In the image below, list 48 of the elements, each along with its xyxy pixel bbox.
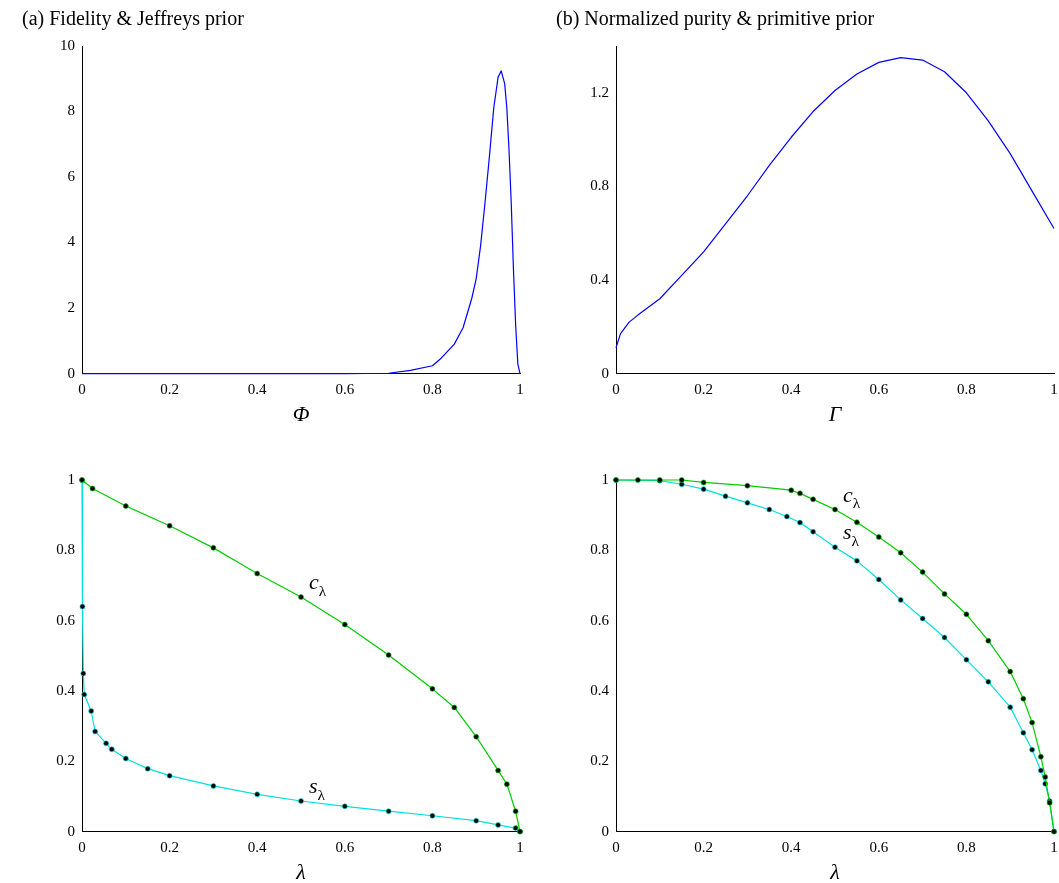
chart-title: (b) Normalized purity & primitive prior <box>556 7 875 31</box>
y-tick-label: 10 <box>60 36 75 53</box>
y-tick-label: 0.2 <box>590 752 609 769</box>
y-tick-label: 0.6 <box>56 611 76 628</box>
x-tick-label: 0.2 <box>160 380 179 397</box>
x-tick-label: 1 <box>516 838 524 855</box>
x-tick-label: 0.2 <box>694 380 713 397</box>
y-tick-label: 0 <box>67 822 75 839</box>
y-tick-label: 0 <box>601 822 609 839</box>
x-tick-label: 0.4 <box>781 380 802 397</box>
y-tick-label: 0.2 <box>56 752 75 769</box>
y-tick-label: 0 <box>601 364 609 381</box>
x-tick-label: 0.8 <box>423 838 442 855</box>
x-tick-label: 0.8 <box>957 380 976 397</box>
y-tick-label: 0.4 <box>56 681 76 698</box>
y-tick-label: 1.2 <box>590 83 609 100</box>
y-tick-label: 0 <box>67 364 75 381</box>
x-tick-label: 0.6 <box>335 380 355 397</box>
x-tick-label: 1 <box>1050 838 1058 855</box>
y-tick-label: 2 <box>67 299 75 316</box>
x-axis-title: Γ <box>827 400 843 426</box>
x-tick-label: 0.2 <box>694 838 713 855</box>
chart-title: (a) Fidelity & Jeffreys prior <box>22 7 245 31</box>
x-tick-label: 0.6 <box>335 838 355 855</box>
x-axis-title: λ <box>295 858 306 883</box>
y-tick-label: 6 <box>67 167 76 184</box>
x-tick-label: 0.4 <box>781 838 802 855</box>
y-tick-label: 0.4 <box>590 681 610 698</box>
x-tick-label: 0.4 <box>247 838 268 855</box>
x-tick-label: 0.8 <box>957 838 976 855</box>
y-tick-label: 0.4 <box>590 270 610 287</box>
y-tick-label: 0.8 <box>56 541 75 558</box>
x-tick-label: 0.6 <box>869 838 889 855</box>
y-tick-label: 1 <box>67 470 75 487</box>
y-tick-label: 1 <box>601 470 609 487</box>
x-tick-label: 1 <box>1050 380 1058 397</box>
x-tick-label: 0.6 <box>869 380 889 397</box>
y-tick-label: 4 <box>67 233 76 250</box>
y-tick-label: 0.8 <box>590 541 609 558</box>
y-tick-label: 0.8 <box>590 177 609 194</box>
y-tick-label: 0.6 <box>590 611 610 628</box>
x-tick-label: 0.2 <box>160 838 179 855</box>
x-tick-label: 0.8 <box>423 380 442 397</box>
x-tick-label: 0.4 <box>247 380 268 397</box>
x-axis-title: λ <box>829 858 840 883</box>
x-axis-title: Φ <box>292 400 310 426</box>
x-tick-label: 1 <box>516 380 524 397</box>
y-tick-label: 8 <box>67 102 75 119</box>
